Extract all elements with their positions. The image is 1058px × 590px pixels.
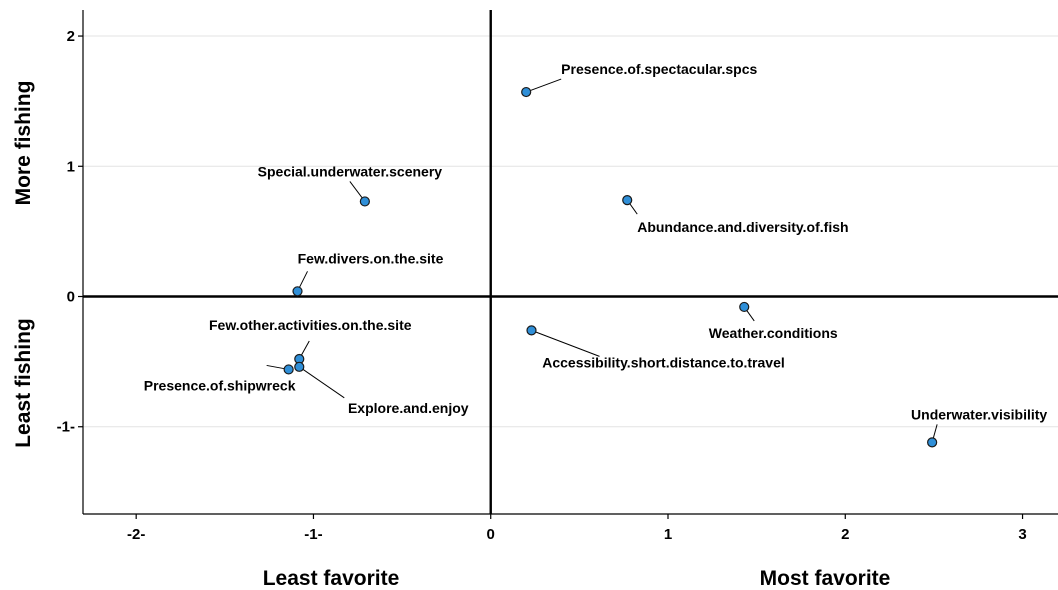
point-label: Presence.of.shipwreck	[144, 377, 296, 393]
point-label: Explore.and.enjoy	[348, 400, 469, 416]
point-label: Underwater.visibility	[911, 406, 1047, 422]
y-tick-label-2: 0	[67, 289, 75, 306]
x-axis-title-right: Most favorite	[760, 567, 891, 590]
y-axis-title-bottom: Least fishing	[12, 318, 35, 448]
x-tick-label-1: -1-	[304, 526, 322, 543]
point-label: Presence.of.spectacular.spcs	[561, 61, 757, 77]
x-axis-title-left: Least favorite	[263, 567, 400, 590]
leader-line	[298, 366, 345, 399]
point-label: Abundance.and.diversity.of.fish	[637, 219, 848, 235]
data-point	[283, 364, 294, 375]
data-point	[521, 86, 532, 98]
point-label: Few.divers.on.the.site	[298, 250, 444, 266]
point-layer	[283, 86, 938, 448]
data-point	[294, 361, 305, 372]
data-point	[739, 301, 750, 313]
data-point	[526, 325, 537, 336]
data-point	[292, 286, 303, 297]
x-tick-label-4: 2	[841, 526, 849, 543]
data-point	[927, 437, 938, 448]
leader-layer	[266, 78, 938, 443]
point-label: Special.underwater.scenery	[258, 163, 443, 179]
leader-line	[526, 78, 562, 93]
x-tick-label-5: 3	[1018, 526, 1026, 543]
y-tick-label-3: -1-	[57, 419, 75, 436]
point-label: Accessibility.short.distance.to.travel	[542, 354, 785, 370]
y-tick-label-0: 2	[67, 28, 75, 45]
label-layer: Presence.of.spectacular.spcs Special.unde…	[144, 61, 1048, 422]
y-axis-title-top: More fishing	[12, 81, 35, 206]
data-point	[622, 195, 633, 206]
x-tick-label-2: 0	[487, 526, 495, 543]
point-label: Few.other.activities.on.the.site	[209, 317, 412, 333]
leader-line	[531, 329, 600, 357]
y-tick-label-1: 1	[67, 158, 75, 175]
point-label: Weather.conditions	[709, 325, 838, 341]
x-tick-label-3: 1	[664, 526, 672, 543]
data-point	[359, 196, 370, 207]
x-tick-label-0: -2-	[127, 526, 145, 543]
axes-layer: 2 1 0 -1- -2- -1- 0 1 2 3	[57, 10, 1058, 543]
